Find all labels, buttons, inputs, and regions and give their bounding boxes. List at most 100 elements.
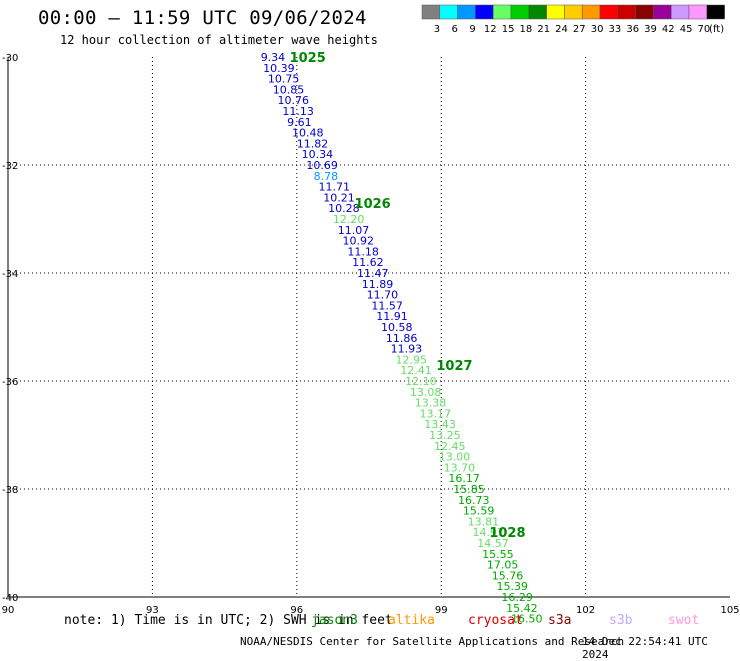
swh-point-label: 10.76 xyxy=(278,94,310,107)
swh-point-label: 11.07 xyxy=(338,224,370,237)
y-tick-label: -36 xyxy=(2,377,18,388)
swh-point-label: 13.17 xyxy=(420,407,452,420)
swh-point-label: 9.34 xyxy=(261,51,286,64)
swh-point-label: 15.85 xyxy=(453,483,485,496)
legend-swatch xyxy=(653,4,672,20)
legend-swatch xyxy=(688,4,708,20)
legend-swatch xyxy=(510,4,530,20)
swh-point-label: 15.59 xyxy=(463,505,495,518)
swh-point-label: 15.42 xyxy=(506,602,538,615)
legend-bin-label: 18 xyxy=(520,24,533,35)
legend-bin-label: 21 xyxy=(537,24,550,35)
swh-point-label: 13.38 xyxy=(415,397,447,410)
swh-point-label: 12.95 xyxy=(395,353,427,366)
swh-point-label: 10.39 xyxy=(263,62,295,75)
y-tick-label: -32 xyxy=(2,161,18,172)
legend-bin-label: 36 xyxy=(626,24,639,35)
chart-subtitle: 12 hour collection of altimeter wave hei… xyxy=(60,33,378,47)
x-tick-label: 93 xyxy=(146,605,159,616)
swh-point-label: 16.50 xyxy=(511,613,543,626)
legend-swatch xyxy=(439,4,458,20)
legend-swatch xyxy=(421,4,441,20)
y-tick-label: -34 xyxy=(2,269,18,280)
chart-title: 00:00 – 11:59 UTC 09/06/2024 xyxy=(38,7,367,29)
swh-point-label: 16.29 xyxy=(501,591,533,604)
swh-point-label: 11.86 xyxy=(386,332,418,345)
swh-point-label: 14.57 xyxy=(477,537,509,550)
legend-bin-label: 42 xyxy=(662,24,675,35)
swh-point-label: 12.20 xyxy=(333,213,365,226)
x-tick-label: 96 xyxy=(290,605,303,616)
swh-point-label: 15.55 xyxy=(482,548,514,561)
swh-point-label: 11.82 xyxy=(297,137,329,150)
legend-bin-label: 45 xyxy=(680,24,693,35)
swh-point-label: 10.75 xyxy=(268,73,300,86)
swh-point-label: 13.25 xyxy=(429,429,461,442)
swh-point-label: 10.34 xyxy=(302,148,334,161)
legend-bin-label: 9 xyxy=(469,24,475,35)
swh-point-label: 9.61 xyxy=(287,116,312,129)
swh-point-label: 11.57 xyxy=(371,299,403,312)
swh-point-label: 16.73 xyxy=(458,494,490,507)
swh-point-label: 12.10 xyxy=(405,375,437,388)
swh-point-label: 10.48 xyxy=(292,127,324,140)
legend-swatch xyxy=(617,4,636,20)
swh-point-label: 10.85 xyxy=(273,83,305,96)
legend-bin-label: 6 xyxy=(452,24,458,35)
legend-bin-label: 12 xyxy=(484,24,497,35)
credit-text: NOAA/NESDIS Center for Satellite Applica… xyxy=(240,635,625,648)
x-tick-label: 90 xyxy=(2,605,15,616)
legend-swatch xyxy=(670,4,690,20)
legend-swatch xyxy=(546,4,565,20)
swh-point-label: 10.28 xyxy=(328,202,360,215)
swh-point-label: 14.97 xyxy=(472,526,504,539)
swh-point-label: 16.17 xyxy=(448,472,480,485)
swh-point-label: 10.92 xyxy=(343,235,375,248)
swh-point-label: 11.70 xyxy=(367,289,399,302)
x-tick-label: 102 xyxy=(576,605,595,616)
timestamp: 14 Dec 22:54:41 UTC 2024 xyxy=(582,635,708,661)
x-tick-label: 99 xyxy=(435,605,448,616)
swh-point-label: 13.08 xyxy=(410,386,442,399)
legend-bin-label: 30 xyxy=(591,24,604,35)
time-label: 1027 xyxy=(436,359,472,374)
swh-point-label: 11.71 xyxy=(318,181,350,194)
swh-point-label: 11.62 xyxy=(352,256,384,269)
legend-swatch xyxy=(706,4,725,20)
swh-point-label: 10.58 xyxy=(381,321,413,334)
legend-swatch xyxy=(581,4,601,20)
swh-point-label: 10.69 xyxy=(306,159,338,172)
swh-point-label: 12.45 xyxy=(434,440,466,453)
legend-swatch xyxy=(564,4,583,20)
y-tick-label: -30 xyxy=(2,53,18,64)
legend-unit-label: (ft) xyxy=(709,24,724,35)
legend-swatch xyxy=(599,4,619,20)
legend-swatch xyxy=(528,4,547,20)
legend-bin-label: 39 xyxy=(644,24,657,35)
legend-swatch xyxy=(475,4,494,20)
swh-point-label: 15.39 xyxy=(497,580,529,593)
legend-bin-label: 33 xyxy=(609,24,622,35)
footer-note: note: 1) Time is in UTC; 2) SWH is in fe… xyxy=(64,613,393,628)
swh-point-label: 11.47 xyxy=(357,267,389,280)
legend-swatch xyxy=(457,4,476,20)
time-label: 1026 xyxy=(355,197,391,212)
swh-point-label: 10.21 xyxy=(323,191,355,204)
swh-point-label: 11.89 xyxy=(362,278,394,291)
swh-point-label: 11.91 xyxy=(376,310,408,323)
x-tick-label: 105 xyxy=(720,605,739,616)
mission-label-swot: swot xyxy=(668,613,700,628)
swh-point-label: 11.18 xyxy=(347,245,379,258)
legend-bin-label: 27 xyxy=(573,24,586,35)
legend-bin-label: 24 xyxy=(555,24,568,35)
legend-bin-label: 3 xyxy=(434,24,440,35)
y-tick-label: -40 xyxy=(2,593,18,604)
mission-label-jason3: jason3 xyxy=(311,613,358,628)
mission-label-altika: altika xyxy=(388,613,435,628)
y-tick-label: -38 xyxy=(2,485,18,496)
swh-point-label: 13.00 xyxy=(439,451,471,464)
time-label: 1028 xyxy=(489,526,525,541)
legend-swatch xyxy=(492,4,512,20)
legend-swatch xyxy=(635,4,654,20)
